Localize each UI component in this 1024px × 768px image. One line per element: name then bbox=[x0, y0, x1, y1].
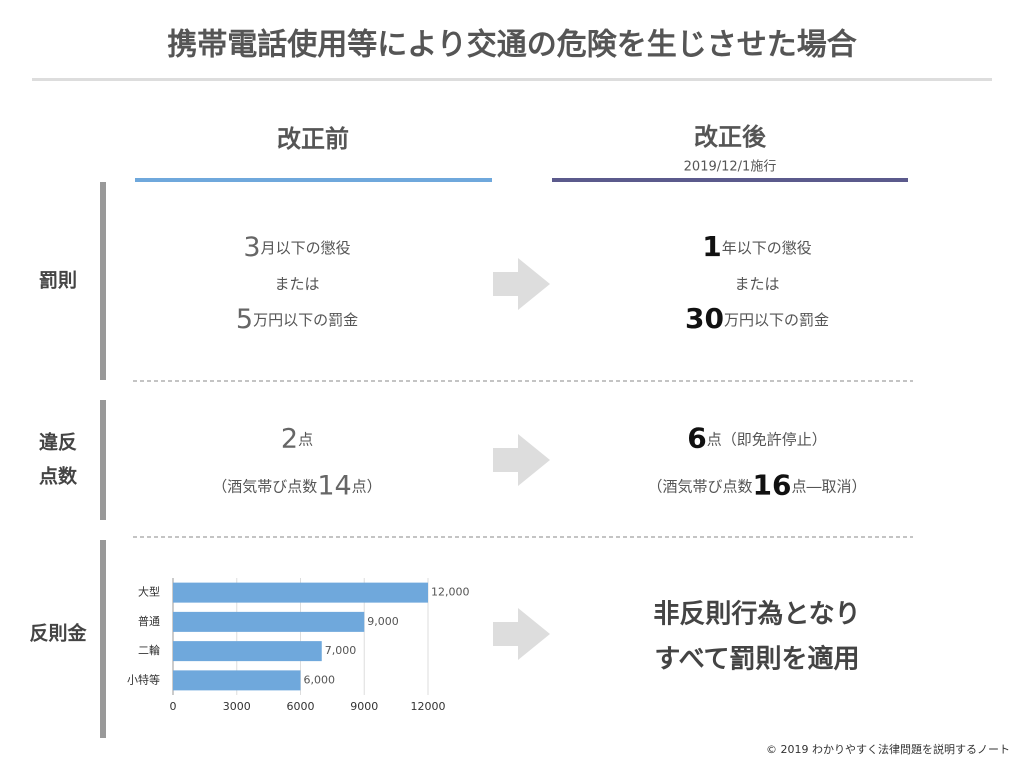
arrow bbox=[493, 434, 550, 486]
row-bar bbox=[100, 182, 106, 380]
cell-emphasis: 6 bbox=[687, 422, 706, 455]
y-tick-label: 大型 bbox=[138, 585, 160, 599]
cell-text: （酒気帯び点数 bbox=[648, 477, 753, 495]
bar bbox=[173, 582, 428, 603]
bar bbox=[173, 611, 365, 632]
x-tick-label: 3000 bbox=[223, 700, 251, 713]
cell-emphasis: 非反則行為となり bbox=[653, 598, 860, 629]
bar bbox=[173, 670, 301, 691]
cell-emphasis: 30 bbox=[685, 302, 724, 335]
cell-text: または bbox=[734, 275, 779, 293]
cell-text: 点 bbox=[298, 430, 313, 448]
row-bar bbox=[100, 400, 106, 520]
value-label: 6,000 bbox=[304, 673, 336, 686]
cell-text: 月以下の懲役 bbox=[261, 239, 351, 257]
arrow bbox=[493, 258, 550, 310]
cell-text: 万円以下の罰金 bbox=[253, 311, 358, 329]
arrow bbox=[493, 608, 550, 660]
cell-line: または bbox=[274, 275, 319, 293]
cell-line: 5万円以下の罰金 bbox=[236, 304, 358, 335]
value-label: 7,000 bbox=[325, 644, 357, 657]
cell-line: 6点（即免許停止） bbox=[687, 422, 827, 455]
y-tick-label: 二輪 bbox=[138, 643, 160, 657]
cell-line: 非反則行為となり bbox=[653, 598, 860, 629]
cell-emphasis: 3 bbox=[243, 232, 260, 263]
column-rule bbox=[135, 178, 492, 182]
title-rule bbox=[32, 78, 992, 81]
footer: © 2019 わかりやすく法律問題を説明するノート bbox=[766, 742, 1010, 756]
row-label: 反則金 bbox=[29, 622, 87, 645]
x-tick-label: 0 bbox=[170, 700, 177, 713]
row-label: 違反 bbox=[39, 431, 77, 454]
cell-emphasis: 16 bbox=[753, 469, 792, 502]
y-tick-label: 小特等 bbox=[127, 672, 160, 686]
column-rule bbox=[552, 178, 908, 182]
cell-line: 30万円以下の罰金 bbox=[685, 302, 829, 335]
x-tick-label: 6000 bbox=[287, 700, 315, 713]
cell-line: （酒気帯び点数14点） bbox=[212, 470, 381, 501]
column-header: 改正前 bbox=[277, 125, 349, 153]
cell-line: 1年以下の懲役 bbox=[702, 230, 812, 263]
column-header: 改正後 bbox=[694, 123, 767, 151]
cell-emphasis: 1 bbox=[702, 230, 721, 263]
column-note: 2019/12/1施行 bbox=[684, 160, 777, 175]
cell-line: または bbox=[734, 275, 779, 293]
y-tick-label: 普通 bbox=[138, 614, 160, 628]
cell-line: すべて罰則を適用 bbox=[654, 643, 859, 674]
cell-text: （酒気帯び点数 bbox=[212, 477, 317, 495]
row-bar bbox=[100, 540, 106, 738]
cell-line: （酒気帯び点数16点―取消） bbox=[648, 469, 867, 502]
cell-text: 万円以下の罰金 bbox=[724, 311, 829, 329]
row-label: 点数 bbox=[39, 465, 78, 488]
cell-text: 年以下の懲役 bbox=[722, 239, 812, 257]
cell-text: 点） bbox=[352, 477, 382, 495]
cell-line: 3月以下の懲役 bbox=[243, 232, 350, 263]
cell-text: または bbox=[274, 275, 319, 293]
value-label: 9,000 bbox=[367, 615, 399, 628]
x-tick-label: 9000 bbox=[350, 700, 378, 713]
cell-emphasis: 5 bbox=[236, 304, 253, 335]
row-label: 罰則 bbox=[39, 270, 77, 292]
x-tick-label: 12000 bbox=[411, 700, 446, 713]
cell-emphasis: 2 bbox=[281, 423, 298, 454]
cell-text: 点（即免許停止） bbox=[707, 430, 827, 448]
cell-text: 点―取消） bbox=[791, 477, 866, 495]
value-label: 12,000 bbox=[431, 586, 470, 599]
cell-line: 2点 bbox=[281, 423, 313, 454]
bar bbox=[173, 641, 322, 662]
title: 携帯電話使用等により交通の危険を生じさせた場合 bbox=[167, 28, 856, 63]
cell-emphasis: 14 bbox=[317, 470, 351, 501]
cell-emphasis: すべて罰則を適用 bbox=[654, 643, 859, 674]
